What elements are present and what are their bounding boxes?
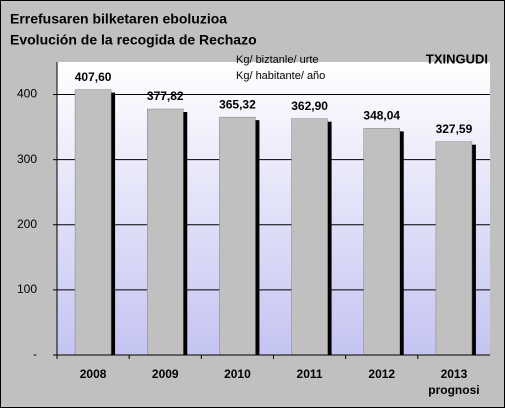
unit-label: Kg/ habitante/ año — [236, 70, 325, 82]
bar — [363, 128, 400, 356]
value-label: 362,90 — [291, 99, 328, 113]
region-label: TXINGUDI — [426, 51, 488, 66]
x-tick-note: prognosi — [428, 383, 479, 397]
value-label: 327,59 — [436, 122, 473, 136]
y-tick-label: 200 — [17, 217, 37, 231]
bar — [435, 141, 473, 356]
bar — [74, 89, 112, 356]
y-tick-label: 400 — [17, 87, 37, 101]
bar — [147, 108, 184, 356]
plot-area — [57, 62, 490, 355]
chart-title: Errefusaren bilketaren eboluzioa — [10, 11, 227, 27]
chart-subtitle: Evolución de la recogida de Rechazo — [10, 32, 257, 48]
value-label: 348,04 — [363, 109, 400, 123]
x-tick-label: 2010 — [224, 367, 251, 381]
x-tick-label: 2012 — [368, 367, 395, 381]
bar — [219, 116, 256, 356]
x-tick-label: 2009 — [152, 367, 179, 381]
value-label: 377,82 — [147, 89, 184, 103]
bar — [291, 118, 328, 356]
x-tick-label: 2008 — [80, 367, 107, 381]
value-label: 407,60 — [75, 70, 112, 84]
x-tick-label: 2011 — [297, 367, 323, 381]
y-tick-label: 300 — [17, 152, 37, 166]
unit-label: Kg/ biztanle/ urte — [236, 54, 319, 66]
y-tick-label: - — [33, 347, 37, 361]
value-label: 365,32 — [219, 97, 256, 111]
y-tick-label: 100 — [17, 282, 37, 296]
x-tick-label: 2013 — [441, 367, 468, 381]
